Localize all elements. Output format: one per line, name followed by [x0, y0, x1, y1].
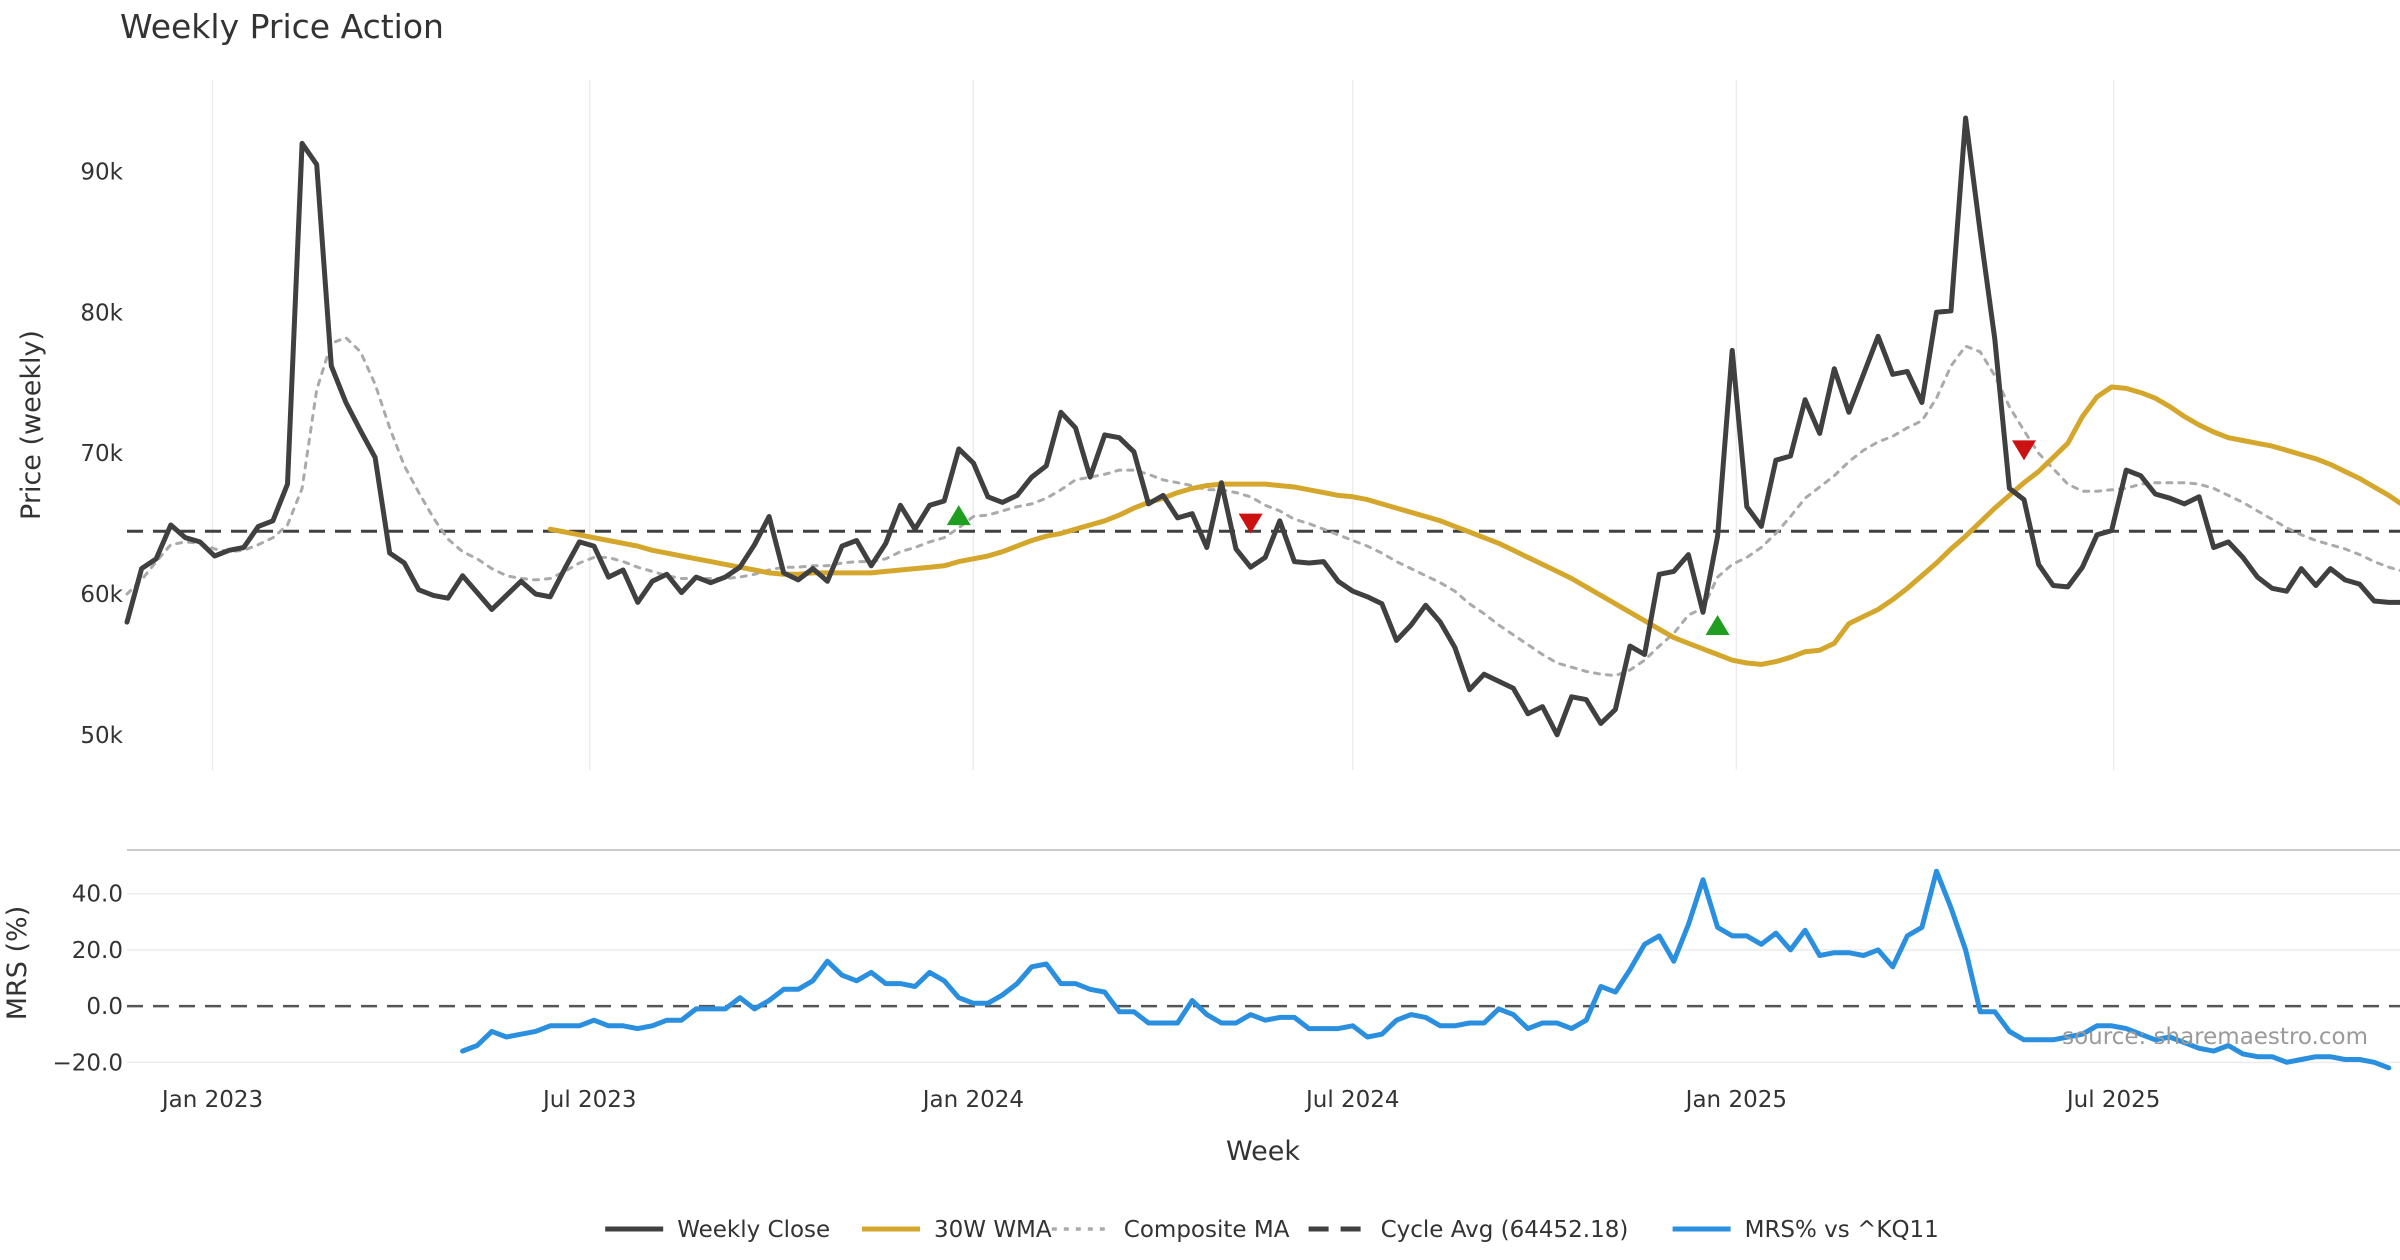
price-y-tick-label: 50k: [80, 723, 123, 749]
mrs-panel-grid: [127, 892, 2400, 1064]
price-y-tick-label: 70k: [80, 441, 123, 467]
x-tick-label: Jul 2023: [541, 1087, 637, 1113]
legend-entry: MRS% vs ^KQ11: [1672, 1217, 1939, 1243]
legend: Weekly Close 30W WMA Composite MA Cycle Avg…: [605, 1217, 1939, 1243]
mrs-y-tick-label: −20.0: [53, 1050, 123, 1076]
mrs-y-tick-label: 40.0: [72, 882, 123, 908]
sell-signal-marker: [1238, 513, 1263, 534]
x-axis-ticks: Jan 2023 Jul 2023 Jan 2024 Jul 2024 Jan 2025…: [160, 1087, 2161, 1113]
price-y-tick-label: 90k: [80, 160, 123, 186]
x-tick-label: Jul 2025: [2065, 1087, 2161, 1113]
price-panel-grid: [211, 80, 2115, 770]
x-tick-label: Jul 2024: [1304, 1087, 1400, 1113]
price-y-axis-label: Price (weekly): [16, 330, 47, 520]
mrs-y-ticks: −20.0 0.0 20.0 40.0: [53, 882, 123, 1077]
signal-markers: [946, 440, 2037, 635]
legend-label: MRS% vs ^KQ11: [1745, 1217, 1939, 1243]
x-tick-label: Jan 2025: [1684, 1087, 1787, 1113]
legend-label: Weekly Close: [677, 1217, 830, 1243]
price-y-tick-label: 60k: [80, 582, 123, 608]
series-weekly-close-line: [124, 115, 2400, 738]
x-axis-label: Week: [1226, 1136, 1300, 1167]
legend-label: Composite MA: [1124, 1217, 1290, 1243]
price-series-layer: [124, 115, 2400, 738]
x-tick-label: Jan 2024: [921, 1087, 1024, 1113]
price-y-ticks: 50k 60k 70k 80k 90k: [80, 160, 123, 749]
series-30w-wma-line: [547, 384, 2400, 667]
buy-signal-marker: [946, 505, 971, 526]
legend-label: Cycle Avg (64452.18): [1381, 1217, 1629, 1243]
mrs-y-tick-label: 0.0: [86, 994, 123, 1020]
mrs-series-layer: [460, 868, 2392, 1071]
series-mrs-line: [460, 868, 2392, 1071]
legend-label: 30W WMA: [934, 1217, 1052, 1243]
legend-entry: 30W WMA: [862, 1217, 1052, 1243]
price-y-tick-label: 80k: [80, 300, 123, 326]
buy-signal-marker: [1705, 614, 1730, 635]
legend-entry: Composite MA: [1051, 1217, 1290, 1243]
mrs-y-tick-label: 20.0: [72, 938, 123, 964]
chart-title: Weekly Price Action: [120, 7, 444, 46]
series-composite-ma-line: [125, 336, 2400, 678]
source-note: source: sharemaestro.com: [2062, 1024, 2368, 1050]
legend-entry: Weekly Close: [605, 1217, 830, 1243]
x-tick-label: Jan 2023: [160, 1087, 263, 1113]
mrs-y-axis-label: MRS (%): [2, 906, 33, 1021]
sell-signal-marker: [2012, 440, 2037, 461]
legend-entry: Cycle Avg (64452.18): [1308, 1217, 1629, 1243]
